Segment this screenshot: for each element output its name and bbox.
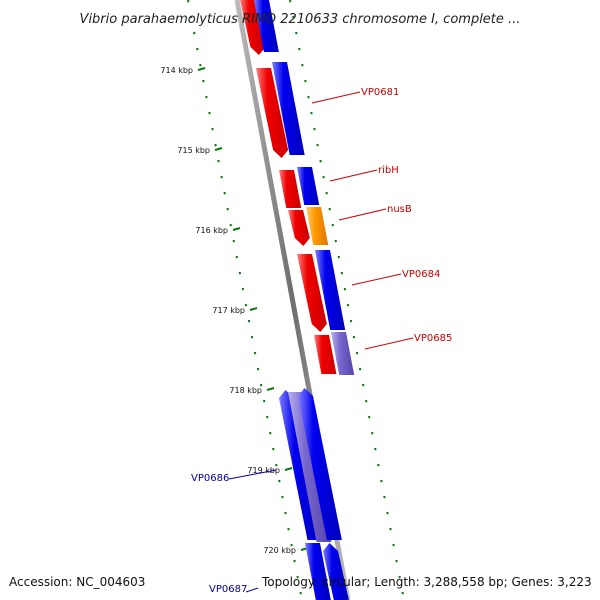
gene-arrow[interactable]: [331, 332, 355, 375]
leader-line: [311, 91, 361, 104]
gene-label-vp0681[interactable]: VP0681: [361, 87, 399, 98]
gene-arrow[interactable]: [306, 207, 329, 245]
accession-text: Accession: NC_004603: [9, 575, 145, 589]
gene-arrow[interactable]: [288, 210, 310, 246]
kbp-tick-label: 715 kbp: [177, 146, 210, 155]
kbp-ticks: 714 kbp 715 kbp 716 kbp 717 kbp 718 kbp 719 k…: [160, 66, 309, 555]
tick-dots-left: [187, 0, 302, 595]
kbp-tick-label: 714 kbp: [160, 66, 193, 75]
gene-arrow[interactable]: [298, 388, 342, 540]
gene-label-ribh[interactable]: ribH: [378, 165, 399, 176]
topology-text: Topology: circular; Length: 3,288,558 bp…: [261, 575, 592, 589]
gene-arrow[interactable]: [305, 543, 331, 600]
gene-arrow[interactable]: [279, 170, 302, 208]
gene-arrow[interactable]: [254, 0, 279, 52]
kbp-tick-label: 716 kbp: [195, 226, 228, 235]
leader-line: [228, 469, 277, 480]
leader-line: [338, 208, 387, 221]
gene-arrow[interactable]: [323, 543, 349, 600]
gene-arrow[interactable]: [256, 68, 289, 158]
kbp-tick-label: 718 kbp: [229, 386, 262, 395]
kbp-tick-label: 720 kbp: [263, 546, 296, 555]
leader-line: [329, 169, 378, 182]
tick-dots-right: [289, 0, 404, 595]
kbp-tick-mark: [284, 467, 293, 471]
label-leaders: [228, 91, 414, 593]
gene-arrow[interactable]: [240, 0, 266, 55]
gene-label-vp0685[interactable]: VP0685: [414, 333, 452, 344]
kbp-tick-mark: [249, 307, 258, 311]
gene-arrow[interactable]: [297, 254, 327, 332]
kbp-tick-mark: [232, 227, 241, 231]
gene-label-vp0687[interactable]: VP0687: [209, 584, 247, 595]
leader-line: [351, 273, 402, 286]
genes: [240, 0, 355, 600]
gene-label-vp0686[interactable]: VP0686: [191, 473, 229, 484]
leader-line: [245, 587, 259, 593]
kbp-tick-mark: [266, 387, 275, 391]
leader-line: [364, 337, 414, 350]
gene-label-vp0684[interactable]: VP0684: [402, 269, 440, 280]
gene-label-nusb[interactable]: nusB: [387, 204, 412, 215]
kbp-tick-label: 719 kbp: [247, 466, 280, 475]
gene-labels: VP0681 ribH nusB VP0684 VP0685 VP0686 VP…: [191, 87, 452, 595]
map-title: Vibrio parahaemolyticus RIMD 2210633 chr…: [80, 12, 521, 27]
kbp-tick-mark: [197, 67, 206, 71]
gene-arrow[interactable]: [315, 250, 346, 330]
gene-arrow[interactable]: [272, 62, 305, 155]
gene-arrow[interactable]: [297, 167, 320, 205]
kbp-tick-label: 717 kbp: [212, 306, 245, 315]
gene-arrow[interactable]: [314, 335, 337, 374]
kbp-tick-mark: [214, 147, 223, 151]
